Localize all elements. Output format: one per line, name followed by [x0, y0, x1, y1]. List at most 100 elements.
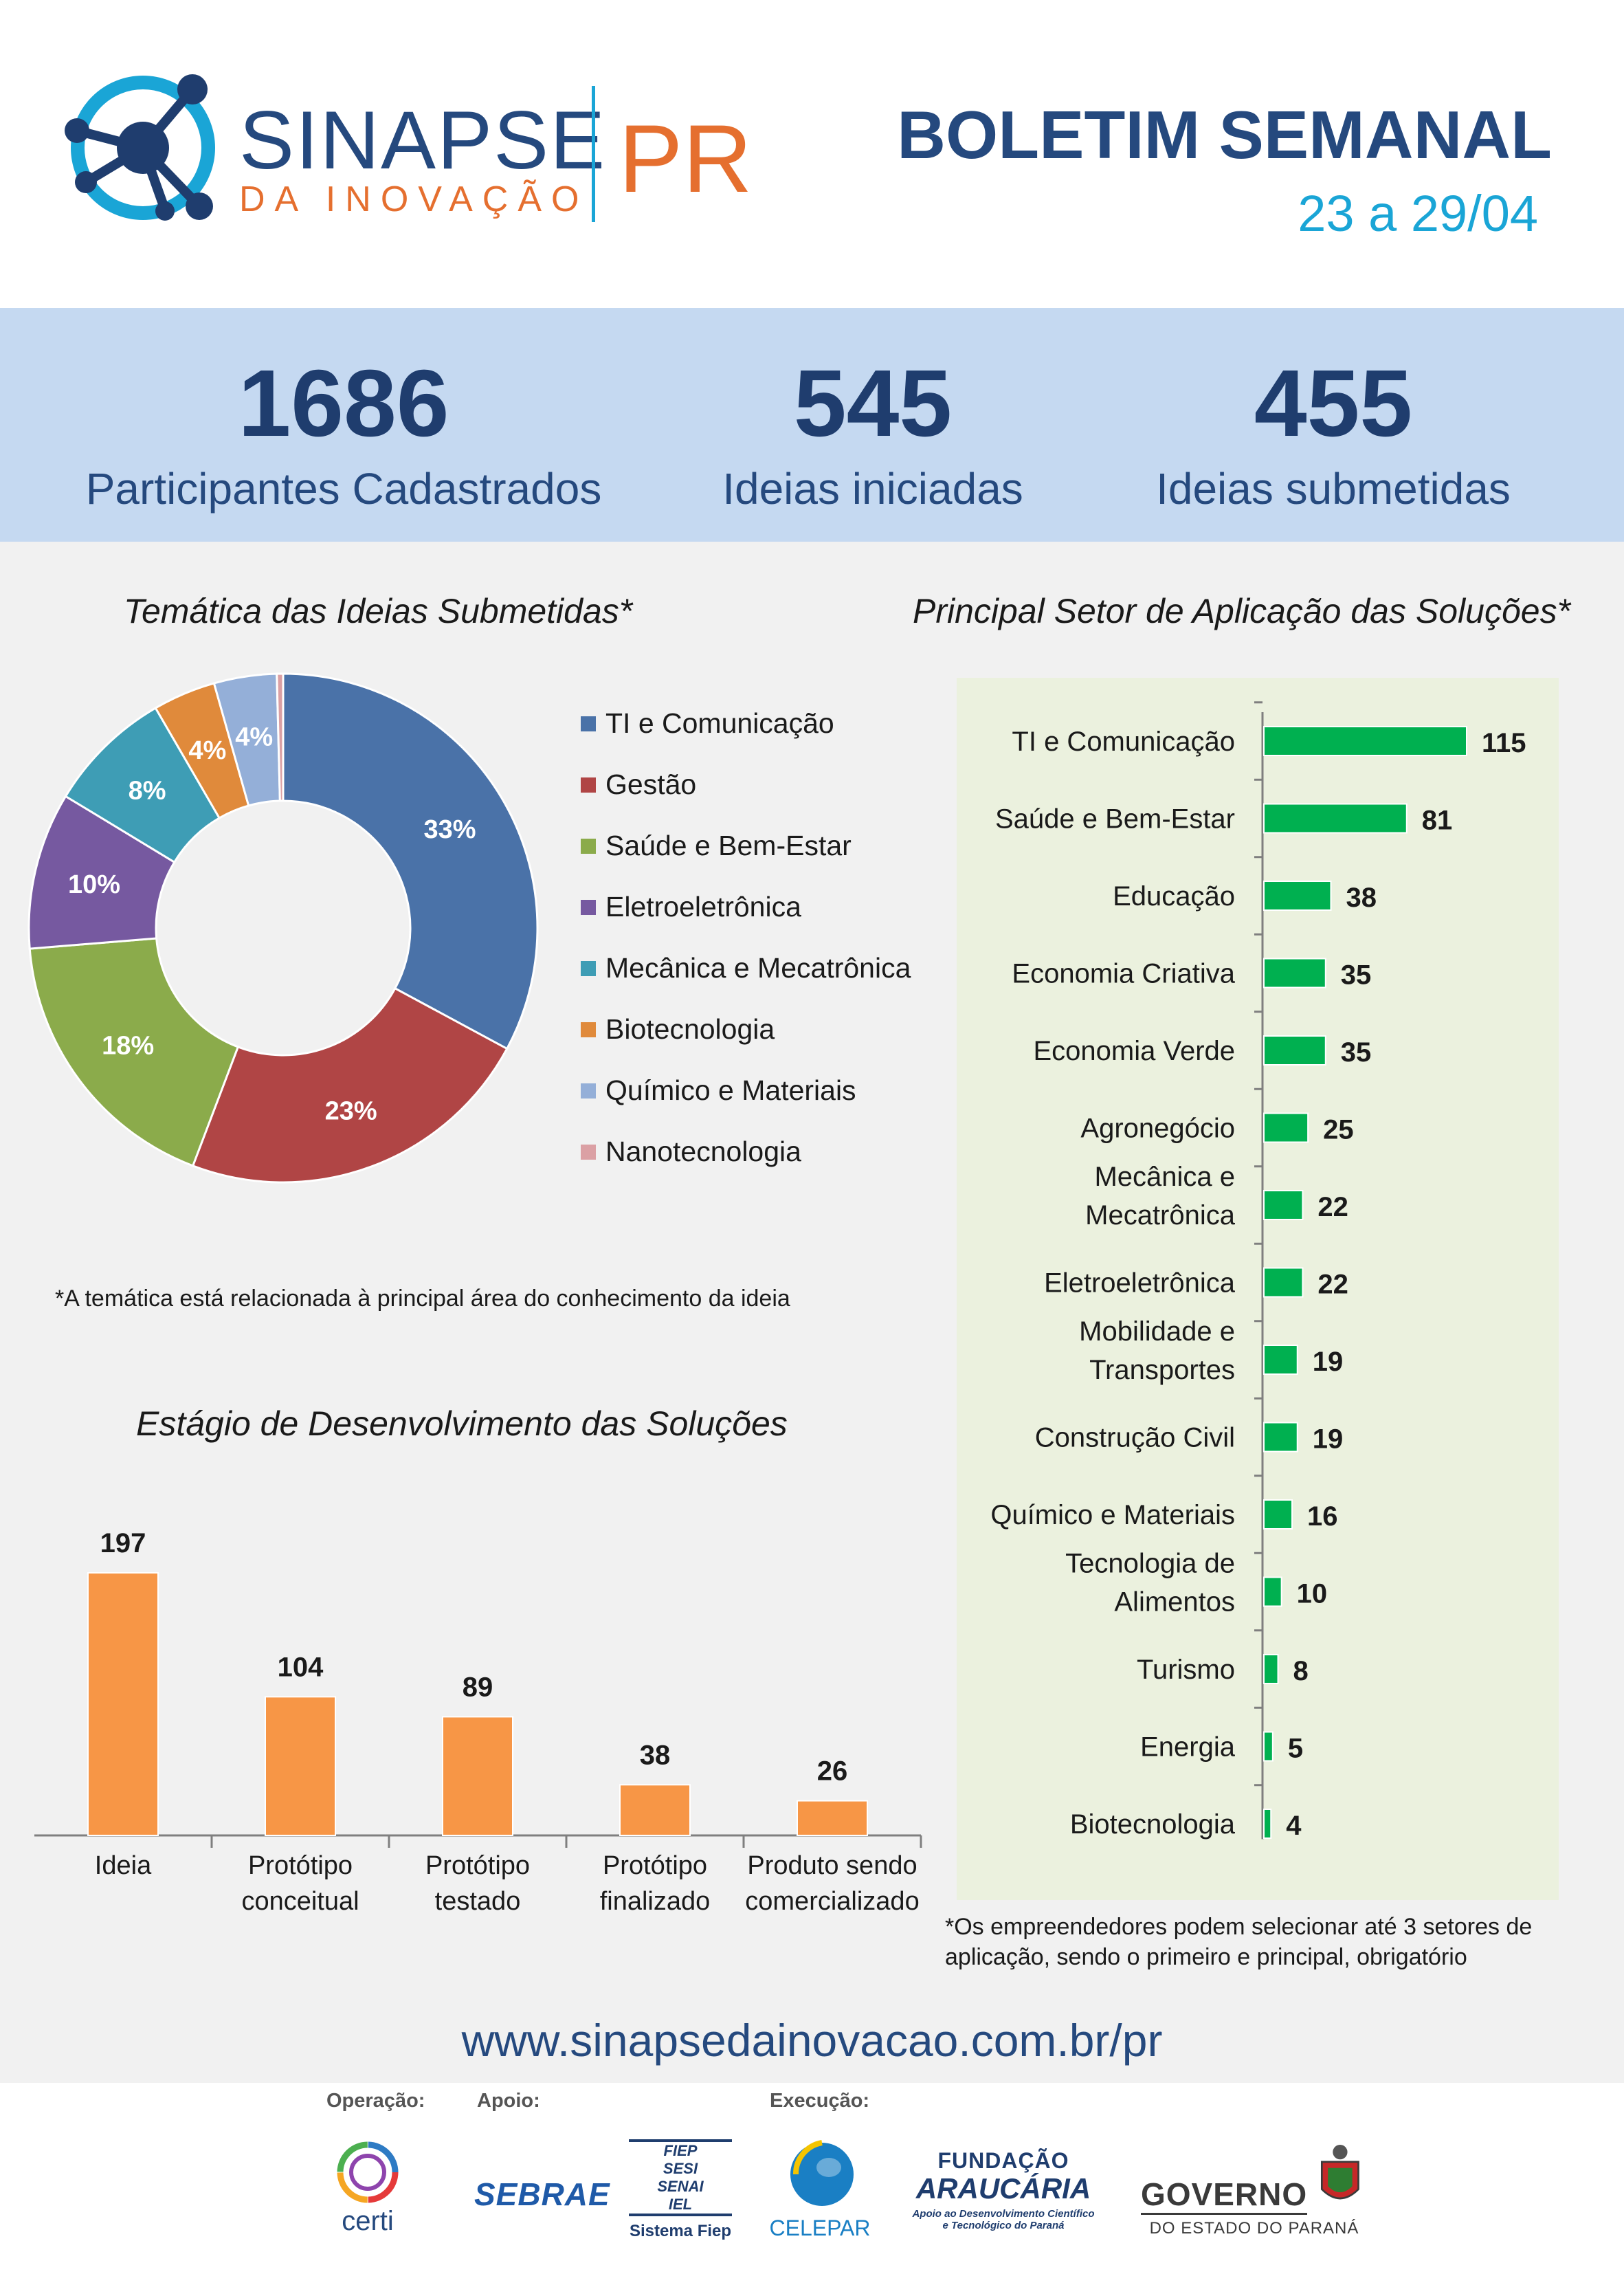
celepar-globe-icon	[790, 2140, 854, 2206]
araucaria-tagline-2: e Tecnológico do Paraná	[942, 2220, 1065, 2231]
sector-bar-value: 115	[1482, 728, 1526, 758]
sector-bar-value: 25	[1323, 1115, 1354, 1145]
legend-label: Nanotecnologia	[605, 1136, 801, 1167]
sector-note-line2: aplicação, sendo o primeiro e principal,…	[945, 1944, 1467, 1970]
legend-label: Químico e Materiais	[605, 1074, 856, 1106]
fiep-logo: FIEP SESI SENAI IEL Sistema Fiep	[629, 2139, 732, 2241]
parana-coat-of-arms-icon	[1321, 2144, 1360, 2200]
sector-category-label: Químico e Materiais	[990, 1500, 1235, 1530]
sector-bar	[1263, 881, 1332, 911]
sector-chart-title: Principal Setor de Aplicação das Soluçõe…	[913, 592, 1571, 630]
stage-category-label: Protótipo	[425, 1851, 530, 1880]
sector-bar-value: 22	[1317, 1192, 1348, 1222]
sector-category-label: Mecatrônica	[1085, 1200, 1236, 1230]
stat-value: 455	[1254, 351, 1413, 456]
legend-item: Nanotecnologia	[581, 1121, 911, 1182]
sector-category-label: Energia	[1140, 1732, 1236, 1763]
logo-pr: PR	[619, 104, 753, 212]
sector-bar	[1263, 1576, 1282, 1607]
legend-swatch	[581, 1083, 596, 1099]
stage-category-label: comercializado	[745, 1887, 919, 1916]
sector-bar	[1263, 1035, 1326, 1066]
sector-bar	[1263, 1190, 1304, 1220]
thematic-donut-chart: 33% 23% 18% 10% 8% 4% 4%	[27, 672, 539, 1184]
bulletin-date: 23 a 29/04	[1298, 185, 1538, 242]
thematic-legend: TI e Comunicação Gestão Saúde e Bem-Estar E…	[581, 693, 911, 1182]
apoio-label: Apoio:	[477, 2090, 540, 2112]
stage-bar	[442, 1716, 513, 1836]
donut-slice	[28, 937, 240, 1167]
governo-parana-logo: GOVERNO DO ESTADO DO PARANÁ	[1141, 2139, 1368, 2238]
sector-category-label: Transportes	[1089, 1355, 1235, 1385]
legend-item: Mecânica e Mecatrônica	[581, 938, 911, 999]
stage-chart-title: Estágio de Desenvolvimento das Soluções	[136, 1404, 788, 1443]
sector-bar-value: 35	[1341, 1037, 1372, 1068]
sector-bar	[1263, 1267, 1304, 1298]
governo-text: GOVERNO	[1141, 2176, 1308, 2215]
bulletin-title: BOLETIM SEMANAL	[897, 97, 1552, 173]
sector-bar-value: 4	[1286, 1811, 1302, 1841]
fundacao-text: FUNDAÇÃO	[937, 2148, 1069, 2173]
header: SINAPSE DA INOVAÇÃO PR BOLETIM SEMANAL 2…	[0, 0, 1624, 308]
logo-name: SINAPSE	[239, 94, 607, 186]
governo-subtitle: DO ESTADO DO PARANÁ	[1149, 2219, 1359, 2238]
stage-bar	[797, 1800, 868, 1837]
sector-bar	[1263, 1422, 1298, 1453]
stage-bar	[265, 1696, 336, 1836]
stat-participants: 1686 Participantes Cadastrados	[69, 308, 619, 514]
sinapse-logo[interactable]: SINAPSE DA INOVAÇÃO PR	[62, 65, 790, 230]
legend-swatch	[581, 960, 596, 976]
sistema-fiep-text: Sistema Fiep	[629, 2222, 732, 2240]
sector-category-label: Saúde e Bem-Estar	[995, 804, 1235, 835]
stage-category-label: finalizado	[600, 1887, 711, 1916]
sector-bar-value: 10	[1297, 1579, 1328, 1609]
donut-slice	[282, 672, 539, 1050]
sector-bar	[1263, 726, 1467, 756]
fiep-line: SENAI	[657, 2178, 704, 2195]
araucaria-logo: FUNDAÇÃO ARAUCÁRIA Apoio ao Desenvolvime…	[883, 2148, 1124, 2231]
thematic-note: *A temática está relacionada à principal…	[55, 1285, 790, 1312]
legend-item: Biotecnologia	[581, 999, 911, 1060]
fiep-line: IEL	[668, 2196, 693, 2213]
stat-value: 545	[793, 351, 953, 456]
execucao-label: Execução:	[770, 2090, 870, 2112]
stage-bar	[619, 1784, 691, 1837]
legend-swatch	[581, 838, 596, 854]
sector-category-label: Eletroeletrônica	[1044, 1268, 1236, 1299]
sector-bar-value: 8	[1293, 1656, 1309, 1686]
sector-bar	[1263, 1731, 1273, 1762]
legend-swatch	[581, 716, 596, 731]
stat-ideas-started: 545 Ideias iniciadas	[667, 308, 1079, 514]
legend-item: Gestão	[581, 754, 911, 815]
sector-bar	[1263, 1809, 1272, 1839]
logo-divider	[592, 86, 595, 222]
sector-bar-value: 22	[1317, 1270, 1348, 1300]
stage-category-label: Protótipo	[248, 1851, 353, 1880]
sector-category-label: Economia Criativa	[1012, 959, 1235, 989]
operacao-label: Operação:	[326, 2090, 425, 2112]
stat-label: Participantes Cadastrados	[85, 464, 602, 514]
website-link[interactable]: www.sinapsedainovacao.com.br/pr	[461, 2015, 1163, 2066]
sector-category-label: TI e Comunicação	[1012, 727, 1235, 757]
certi-text: certi	[342, 2206, 394, 2236]
donut-data-label: 8%	[129, 776, 166, 805]
sector-bar-value: 16	[1307, 1501, 1338, 1532]
stat-ideas-submitted: 455 Ideias submetidas	[1120, 308, 1546, 514]
legend-item: Saúde e Bem-Estar	[581, 815, 911, 876]
legend-swatch	[581, 1022, 596, 1037]
sector-bar-value: 19	[1313, 1347, 1344, 1377]
donut-slice	[191, 986, 509, 1184]
stage-bar-value: 38	[640, 1740, 671, 1770]
stats-band: 1686 Participantes Cadastrados 545 Ideia…	[0, 308, 1624, 542]
legend-label: Mecânica e Mecatrônica	[605, 952, 911, 984]
sector-bar-value: 38	[1346, 883, 1377, 913]
sector-category-label: Alimentos	[1114, 1587, 1235, 1618]
stage-bar-value: 89	[463, 1672, 493, 1702]
stage-bar-chart: 197 Ideia 104 Protótipo conceitual 89 Protótip…	[34, 1528, 922, 1916]
sector-category-label: Tecnologia de	[1065, 1549, 1235, 1579]
celepar-logo: CELEPAR	[768, 2137, 871, 2241]
sector-bar	[1263, 958, 1326, 989]
legend-label: TI e Comunicação	[605, 707, 834, 739]
sector-note-line1: *Os empreendedores podem selecionar até …	[945, 1914, 1533, 1940]
donut-data-label: 10%	[68, 870, 120, 899]
